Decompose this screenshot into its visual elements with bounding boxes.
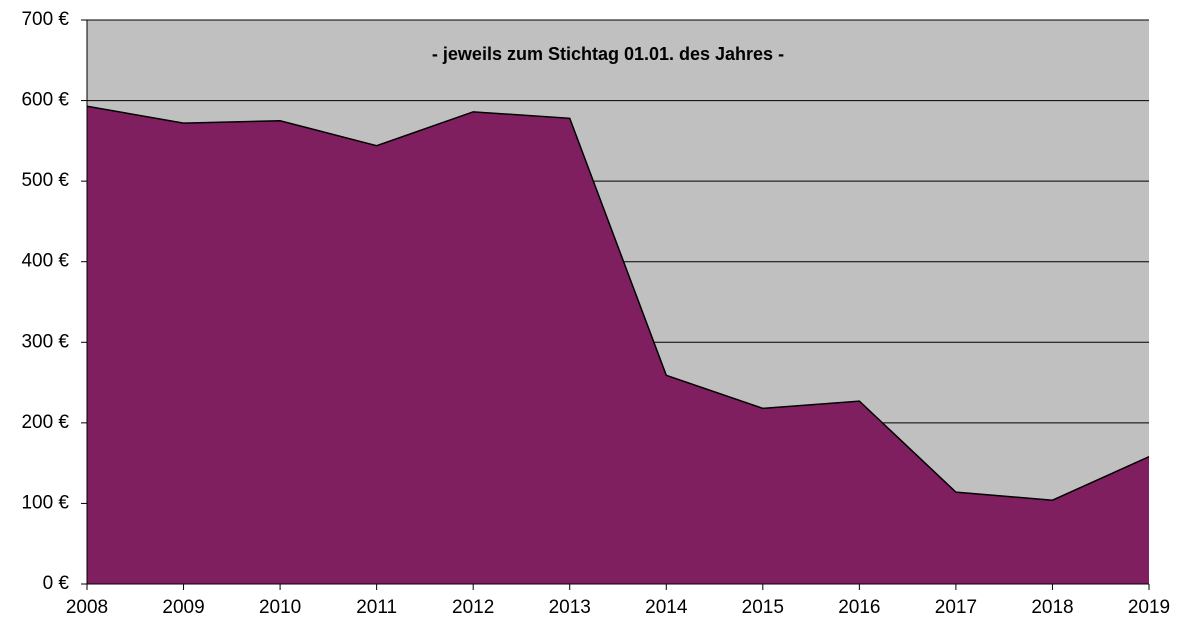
x-tick-label: 2019 [1128,597,1170,618]
area-outline [86,105,1150,501]
x-tick-label: 2017 [935,597,977,618]
x-tick-label: 2013 [549,597,591,618]
area [87,106,1149,584]
x-tick-label: 2015 [742,597,784,618]
y-tick-label: 300 € [21,331,69,352]
x-tick-label: 2012 [452,597,494,618]
y-tick-label: 100 € [21,492,69,513]
x-tick-label: 2016 [838,597,880,618]
x-tick-label: 2018 [1031,597,1073,618]
x-tick-label: 2011 [356,597,397,618]
x-tick-label: 2014 [645,597,688,618]
y-tick-label: 0 € [43,573,70,594]
y-tick-label: 200 € [21,412,69,433]
y-tick-label: 400 € [21,251,69,272]
y-tick-label: 500 € [21,170,69,191]
x-tick-label: 2008 [66,597,108,618]
y-tick-label: 600 € [21,90,69,111]
x-tick-label: 2009 [162,597,204,618]
x-tick-label: 2010 [259,597,301,618]
y-tick-label: 700 € [21,9,69,30]
chart-title: - jeweils zum Stichtag 01.01. des Jahres… [432,44,784,64]
